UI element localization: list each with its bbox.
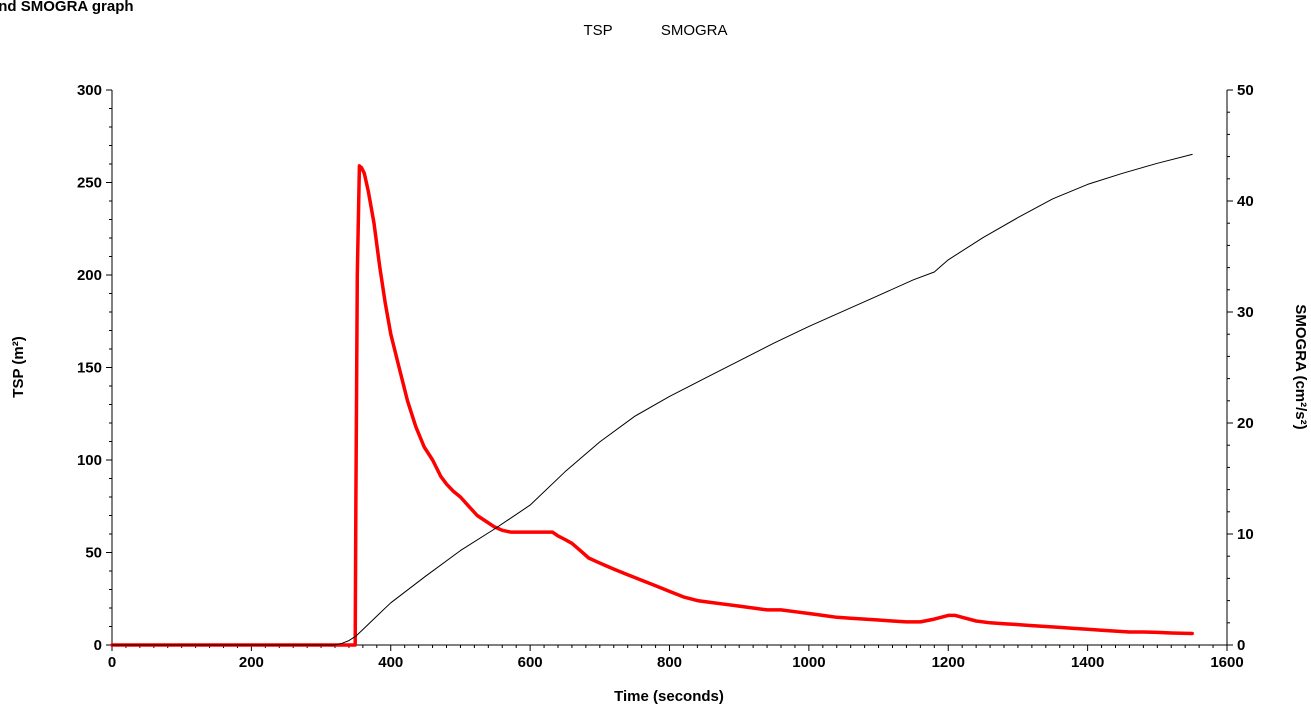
- x-tick-label: 1600: [1210, 654, 1243, 671]
- x-tick-label: 600: [518, 654, 543, 671]
- x-axis-title: Time (seconds): [614, 688, 724, 705]
- y-right-tick-label: 50: [1237, 82, 1254, 99]
- x-tick-label: 1400: [1071, 654, 1104, 671]
- chart-legend: TSP SMOGRA: [0, 22, 1311, 39]
- y-left-tick-label: 250: [77, 175, 102, 192]
- chart-axes: [111, 90, 1228, 646]
- legend-item-tsp: TSP: [583, 22, 613, 39]
- y-right-tick-label: 0: [1237, 637, 1245, 654]
- x-tick-label: 1000: [792, 654, 825, 671]
- y-right-tick-label: 10: [1237, 526, 1254, 543]
- y-left-tick-label: 300: [77, 82, 102, 99]
- legend-item-smogra: SMOGRA: [660, 22, 728, 39]
- y-right-tick-label: 40: [1237, 193, 1254, 210]
- y-left-tick-label: 150: [77, 360, 102, 377]
- x-tick-label: 200: [239, 654, 264, 671]
- x-tick-label: 400: [378, 654, 403, 671]
- x-tick-label: 0: [108, 654, 116, 671]
- y-axis-right-title: SMOGRA (cm²/s²): [1292, 304, 1309, 429]
- y-left-tick-label: 0: [94, 637, 102, 654]
- x-tick-label: 1200: [932, 654, 965, 671]
- y-left-tick-label: 200: [77, 267, 102, 284]
- y-axis-left-title: TSP (m²): [10, 336, 27, 397]
- x-tick-label: 800: [657, 654, 682, 671]
- y-right-tick-label: 30: [1237, 304, 1254, 321]
- chart-title: P and SMOGRA graph: [0, 0, 134, 15]
- y-right-tick-label: 20: [1237, 415, 1254, 432]
- series-line-tsp: [110, 164, 1194, 647]
- y-left-tick-label: 50: [85, 545, 102, 562]
- chart-ticks: 0 200 400 600 800 1000 1200 1400 160005010015020…: [77, 82, 1254, 671]
- y-left-tick-label: 100: [77, 452, 102, 469]
- chart-series: [110, 153, 1194, 647]
- series-line-smogra: [111, 153, 1193, 646]
